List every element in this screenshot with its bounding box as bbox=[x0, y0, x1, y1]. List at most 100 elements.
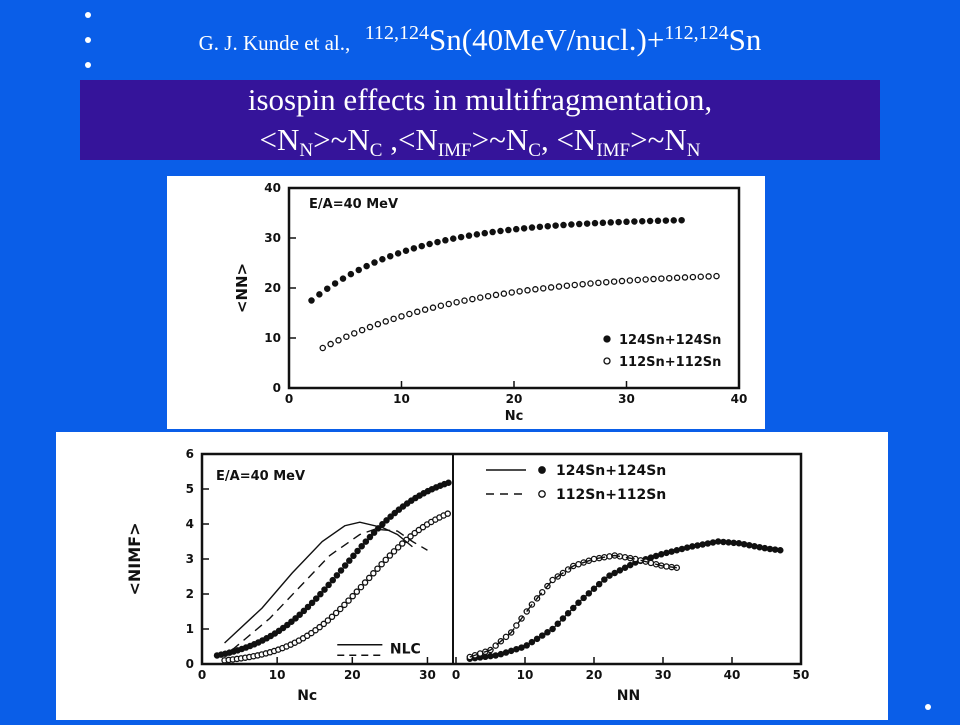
data-point-open bbox=[366, 323, 374, 331]
chart-nn-vs-nc: 0 10 20 30 40 0 10 20 30 40 E/A=40 MeV <NN> Nc 124Sn+… bbox=[233, 181, 748, 424]
data-point-filled bbox=[325, 581, 332, 589]
data-point-open bbox=[602, 278, 610, 286]
x-tick-label: 20 bbox=[586, 668, 603, 682]
data-point-open bbox=[341, 601, 348, 609]
data-point-filled bbox=[465, 232, 473, 239]
data-point-filled bbox=[457, 233, 465, 241]
data-point-open bbox=[327, 340, 334, 348]
x-tick-label: 40 bbox=[724, 668, 741, 682]
bullet-dot bbox=[85, 12, 91, 18]
data-point-filled bbox=[638, 218, 646, 225]
data-point-open bbox=[590, 555, 598, 563]
target-label: Sn bbox=[728, 22, 762, 57]
data-point-filled bbox=[445, 479, 452, 486]
data-point-open bbox=[650, 275, 657, 283]
x-tick-label: 0 bbox=[285, 392, 293, 406]
data-point-open bbox=[316, 623, 323, 631]
data-point-filled bbox=[379, 256, 386, 263]
data-point-filled bbox=[323, 285, 331, 292]
data-point-filled bbox=[442, 237, 449, 244]
data-point-open bbox=[406, 310, 413, 318]
data-point-filled bbox=[317, 590, 324, 598]
y-tick-label: 1 bbox=[186, 622, 194, 636]
x-tick-label: 20 bbox=[506, 392, 523, 406]
data-point-open bbox=[484, 292, 492, 300]
data-point-filled bbox=[434, 238, 441, 246]
data-point-filled bbox=[575, 220, 583, 228]
data-point-open bbox=[382, 556, 389, 564]
data-point-open bbox=[516, 288, 523, 295]
data-point-open bbox=[337, 605, 344, 613]
data-point-filled bbox=[520, 225, 528, 232]
data-point-filled bbox=[391, 509, 399, 517]
data-point-filled bbox=[288, 618, 295, 625]
data-point-filled bbox=[304, 603, 312, 611]
data-point-open bbox=[413, 308, 421, 316]
data-point-filled bbox=[615, 218, 622, 226]
data-point-open bbox=[681, 274, 689, 281]
data-point-filled bbox=[329, 576, 337, 584]
data-point-filled bbox=[279, 624, 287, 632]
data-point-filled bbox=[383, 517, 390, 524]
data-point-filled bbox=[538, 466, 546, 474]
slide-title-line-1: G. J. Kunde et al., 112,124Sn(40MeV/nucl… bbox=[0, 22, 960, 58]
data-point-filled bbox=[568, 221, 575, 228]
x-tick-label: 30 bbox=[655, 668, 672, 682]
legend-label: 124Sn+124Sn bbox=[556, 463, 666, 479]
data-point-filled bbox=[333, 572, 341, 579]
data-point-open bbox=[663, 563, 670, 570]
y-tick-label: 0 bbox=[186, 657, 194, 671]
legend-label: 112Sn+112Sn bbox=[619, 355, 721, 370]
data-point-open bbox=[461, 297, 468, 304]
y-tick-label: 40 bbox=[264, 181, 281, 195]
y-axis-label: <NN> bbox=[233, 263, 251, 313]
data-point-open bbox=[610, 278, 618, 285]
data-point-filled bbox=[662, 217, 670, 224]
data-point-open bbox=[634, 276, 641, 284]
data-point-filled bbox=[366, 533, 374, 541]
data-point-open bbox=[469, 295, 476, 303]
data-point-open bbox=[390, 315, 397, 323]
data-point-open bbox=[407, 533, 414, 540]
data-point-open bbox=[476, 294, 484, 301]
data-point-open bbox=[445, 300, 452, 308]
data-point-open bbox=[595, 279, 602, 287]
nlc-label: NLC bbox=[390, 642, 421, 658]
data-point-open bbox=[532, 286, 539, 293]
x-tick-label: 30 bbox=[618, 392, 635, 406]
data-point-open bbox=[437, 302, 445, 310]
data-point-filled bbox=[300, 607, 308, 615]
x-tick-label: 30 bbox=[419, 668, 436, 682]
x-axis-label: NN bbox=[617, 688, 640, 704]
data-point-open bbox=[603, 357, 611, 365]
data-point-filled bbox=[552, 222, 559, 229]
data-point-open bbox=[398, 313, 405, 320]
data-point-filled bbox=[371, 259, 378, 266]
data-point-filled bbox=[591, 219, 599, 227]
data-point-filled bbox=[296, 611, 303, 618]
data-point-open bbox=[453, 298, 460, 306]
data-point-open bbox=[386, 552, 394, 559]
data-point-filled bbox=[631, 218, 638, 225]
data-point-open bbox=[524, 287, 531, 294]
data-point-open bbox=[382, 318, 389, 325]
data-point-open bbox=[571, 281, 578, 289]
data-point-filled bbox=[394, 250, 402, 257]
data-point-open bbox=[370, 570, 377, 577]
data-point-filled bbox=[599, 219, 607, 227]
data-point-open bbox=[587, 280, 594, 287]
data-point-filled bbox=[654, 217, 662, 225]
data-point-filled bbox=[583, 220, 591, 227]
data-point-open bbox=[563, 282, 571, 289]
data-point-open bbox=[312, 626, 319, 634]
legend-label: 112Sn+112Sn bbox=[556, 487, 666, 503]
y-tick-label: 4 bbox=[186, 517, 194, 531]
data-point-open bbox=[705, 273, 712, 280]
data-point-open bbox=[394, 544, 402, 551]
data-point-filled bbox=[316, 291, 323, 298]
x-tick-label: 40 bbox=[731, 392, 748, 406]
x-tick-label: 10 bbox=[269, 668, 286, 682]
data-point-filled bbox=[410, 245, 418, 252]
data-point-filled bbox=[449, 235, 457, 242]
figure-nn-vs-nc: 0 10 20 30 40 0 10 20 30 40 E/A=40 MeV <NN> Nc 124Sn+… bbox=[167, 176, 765, 429]
